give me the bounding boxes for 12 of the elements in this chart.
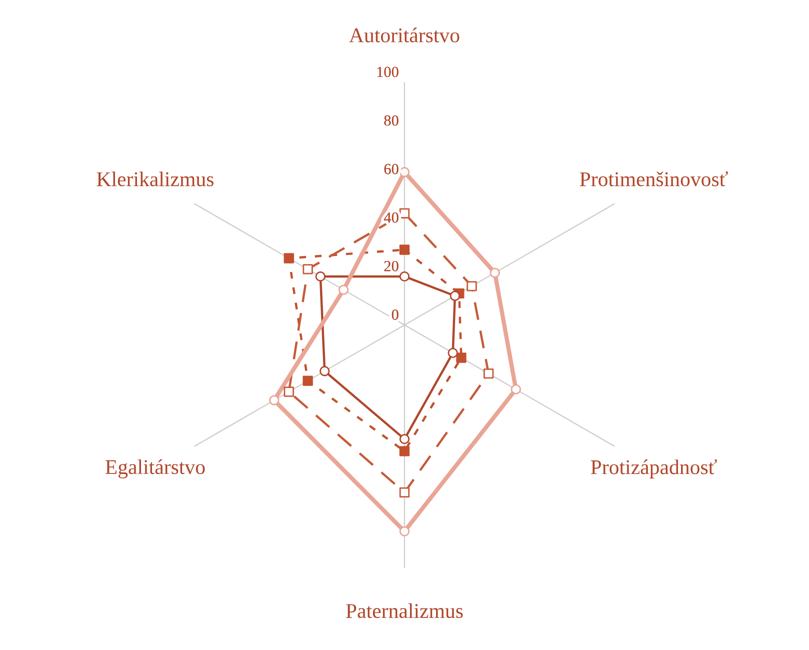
y-tick-label: 40 bbox=[384, 212, 398, 223]
y-tick-label: 100 bbox=[377, 66, 398, 78]
spoke-label: Paternalizmus bbox=[346, 603, 463, 618]
spoke-label: Protimenšinovosť bbox=[580, 171, 728, 186]
y-tick-label: 80 bbox=[384, 115, 398, 126]
spoke-label: Klerikalizmus bbox=[96, 172, 214, 186]
y-tick-label: 0 bbox=[392, 310, 398, 320]
spoke-label: Autoritárstvo bbox=[349, 28, 460, 42]
spoke-label: Egalitárstvo bbox=[105, 459, 205, 478]
y-tick-label: 20 bbox=[384, 260, 398, 272]
y-tick-label: 60 bbox=[384, 164, 398, 174]
spoke-label: Protizápadnosť bbox=[590, 459, 717, 478]
